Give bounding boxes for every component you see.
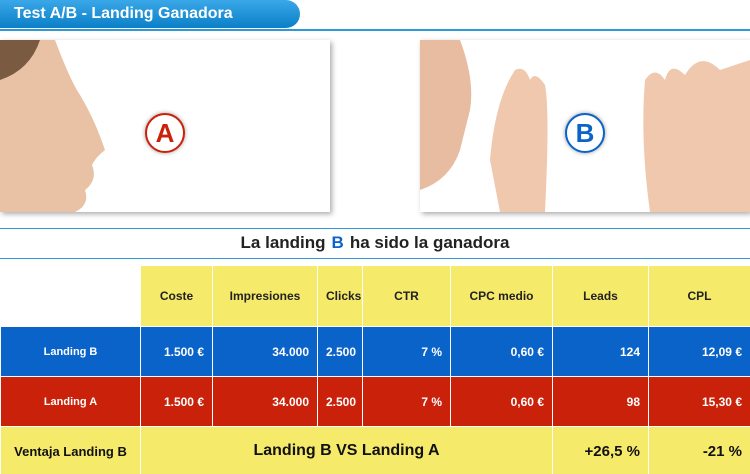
cell: 0,60 € — [450, 326, 553, 377]
footer-comparison: Landing B VS Landing A — [140, 426, 553, 474]
cell: 124 — [552, 326, 649, 377]
footer-leads: +26,5 % — [552, 426, 649, 474]
column-header: Impresiones — [212, 265, 318, 327]
image-a: A — [0, 40, 330, 212]
header-row: Coste Impresiones Clicks CTR CPC medio Leads C… — [0, 265, 750, 327]
rule — [0, 29, 750, 31]
footer-cpl: -21 % — [648, 426, 750, 474]
headline-text: La landing — [240, 233, 326, 252]
cell: 2.500 — [317, 376, 363, 427]
cell: 1.500 € — [140, 376, 213, 427]
footer-label: Ventaja Landing B — [0, 426, 141, 474]
cell: 15,30 € — [648, 376, 750, 427]
cell: 12,09 € — [648, 326, 750, 377]
row-label: Landing B — [0, 326, 141, 377]
headline-highlight: B — [331, 233, 344, 252]
cell: 34.000 — [212, 376, 318, 427]
empty-cell — [0, 265, 141, 327]
title-tab: Test A/B - Landing Ganadora — [0, 0, 300, 28]
badge-a: A — [145, 113, 185, 153]
results-table: Coste Impresiones Clicks CTR CPC medio Leads C… — [0, 265, 750, 474]
image-b: B — [420, 40, 750, 212]
column-header: CTR — [362, 265, 451, 327]
column-header: CPL — [648, 265, 750, 327]
cell: 1.500 € — [140, 326, 213, 377]
cell: 98 — [552, 376, 649, 427]
column-header: CPC medio — [450, 265, 553, 327]
rule — [0, 258, 750, 259]
column-header: Coste — [140, 265, 213, 327]
footer-row: Ventaja Landing B Landing B VS Landing A +… — [0, 426, 750, 474]
cell: 7 % — [362, 326, 451, 377]
cell: 2.500 — [317, 326, 363, 377]
cell: 0,60 € — [450, 376, 553, 427]
face-illustration — [0, 40, 105, 212]
cell: 34.000 — [212, 326, 318, 377]
column-header: Leads — [552, 265, 649, 327]
whisper-illustration — [420, 40, 750, 212]
column-header: Clicks — [317, 265, 363, 327]
data-row: Landing A 1.500 €34.000 2.500 7 % 0,60 €98 15… — [0, 376, 750, 427]
data-row: Landing B 1.500 €34.000 2.500 7 % 0,60 €124 1… — [0, 326, 750, 377]
cell: 7 % — [362, 376, 451, 427]
headline-text: ha sido la ganadora — [349, 233, 510, 252]
row-label: Landing A — [0, 376, 141, 427]
badge-b: B — [565, 113, 605, 153]
rule — [0, 228, 750, 229]
